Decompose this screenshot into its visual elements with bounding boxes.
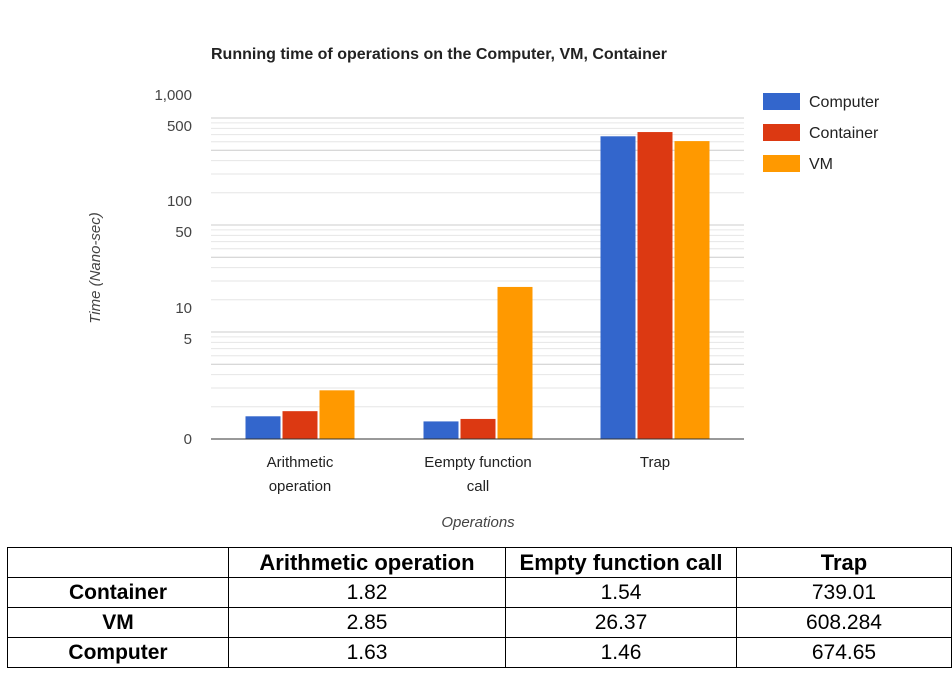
bar-vm <box>497 286 533 439</box>
legend-swatch-computer <box>763 93 800 110</box>
x-category-label: Trap <box>640 454 670 471</box>
table-row-label: Container <box>7 577 229 608</box>
table-row: VM 2.85 26.37 608.284 <box>7 607 952 638</box>
legend-swatch-container <box>763 124 800 141</box>
y-tick-label: 10 <box>175 300 192 317</box>
table-header-arithmetic: Arithmetic operation <box>228 547 506 578</box>
x-category-label: operation <box>269 478 332 495</box>
bar-computer <box>245 416 281 439</box>
x-category-label: call <box>467 478 490 495</box>
table-header-empty-function: Empty function call <box>505 547 737 578</box>
table-cell: 1.63 <box>228 637 506 668</box>
y-tick-label: 0 <box>184 431 192 448</box>
y-tick-label: 1,000 <box>154 87 192 104</box>
table-row-label: Computer <box>7 637 229 668</box>
y-tick-label: 5 <box>184 331 192 348</box>
table-header-corner <box>7 547 229 578</box>
table-row: Computer 1.63 1.46 674.65 <box>7 637 952 668</box>
bar-container <box>282 411 318 439</box>
table-cell: 1.46 <box>505 637 737 668</box>
x-category-labels: Arithmetic operation Eempty function call Tr… <box>267 454 670 495</box>
legend-label-container: Container <box>809 125 879 142</box>
table-header-trap: Trap <box>736 547 952 578</box>
y-tick-label: 50 <box>175 224 192 241</box>
table-cell: 1.54 <box>505 577 737 608</box>
table-cell: 26.37 <box>505 607 737 638</box>
bar-container <box>460 418 496 439</box>
chart-title: Running time of operations on the Comput… <box>211 46 667 63</box>
y-tick-label: 500 <box>167 118 192 135</box>
table-cell: 2.85 <box>228 607 506 638</box>
y-axis-title: Time (Nano-sec) <box>87 212 104 324</box>
bar-computer <box>423 421 459 439</box>
legend-label-vm: VM <box>809 156 833 173</box>
legend: Computer Container VM <box>763 93 880 173</box>
table-cell: 1.82 <box>228 577 506 608</box>
table-row: Container 1.82 1.54 739.01 <box>7 577 952 608</box>
y-tick-label: 100 <box>167 193 192 210</box>
bar-vm <box>674 141 710 439</box>
table-cell: 739.01 <box>736 577 952 608</box>
bar-computer <box>600 136 636 439</box>
x-category-label: Eempty function <box>424 454 532 471</box>
bar-vm <box>319 390 355 439</box>
bars <box>211 132 744 440</box>
table-header-row: Arithmetic operation Empty function call… <box>7 547 952 578</box>
legend-label-computer: Computer <box>809 94 880 111</box>
x-axis-title: Operations <box>441 514 515 531</box>
bar-container <box>637 132 673 439</box>
bar-chart: Running time of operations on the Comput… <box>87 46 880 531</box>
table-cell: 674.65 <box>736 637 952 668</box>
legend-swatch-vm <box>763 155 800 172</box>
table-cell: 608.284 <box>736 607 952 638</box>
data-table: Arithmetic operation Empty function call… <box>7 547 952 668</box>
table-row-label: VM <box>7 607 229 638</box>
x-category-label: Arithmetic <box>267 454 334 471</box>
